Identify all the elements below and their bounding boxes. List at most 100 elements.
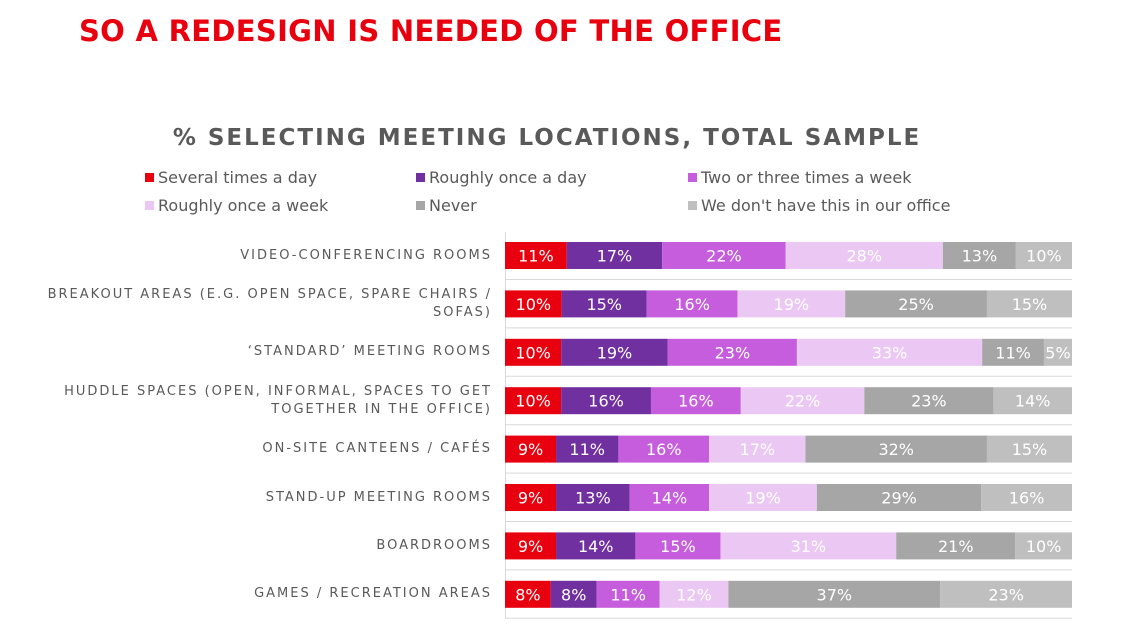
- bar-segment: [993, 387, 1072, 415]
- data-label: 29%: [881, 489, 917, 508]
- data-label: 19%: [597, 343, 633, 362]
- bar-segment: [505, 580, 551, 608]
- bar-segment: [646, 290, 738, 318]
- legend-item: Roughly once a day: [416, 168, 587, 187]
- legend-label: Several times a day: [158, 168, 318, 187]
- bar-segment: [505, 387, 562, 415]
- bar-segment: [1043, 338, 1072, 366]
- legend-item: Several times a day: [145, 168, 317, 187]
- bar-segment: [816, 484, 982, 511]
- bar-segment: [720, 532, 897, 560]
- bar-segment: [1015, 242, 1072, 269]
- data-label: 10%: [1026, 247, 1062, 266]
- data-label: 9%: [518, 489, 543, 508]
- legend-item: Never: [416, 196, 477, 215]
- category-label: STAND-UP MEETING ROOMS: [265, 489, 492, 505]
- data-label: 12%: [676, 585, 712, 604]
- data-label: 9%: [518, 440, 543, 459]
- bar-segment: [864, 387, 994, 415]
- data-label: 11%: [610, 585, 646, 604]
- bar-segment: [505, 435, 557, 463]
- bar-segment: [981, 484, 1072, 511]
- data-label: 16%: [1009, 489, 1045, 508]
- bar-segment: [986, 290, 1072, 318]
- bar-segment: [709, 484, 817, 511]
- data-label: 32%: [878, 440, 914, 459]
- data-label: 19%: [774, 295, 810, 314]
- bar-segment: [629, 484, 710, 511]
- legend-label: Roughly once a week: [158, 196, 329, 215]
- bar-segment: [505, 338, 562, 366]
- data-label: 16%: [646, 440, 682, 459]
- bar-segment: [728, 580, 941, 608]
- data-label: 16%: [674, 295, 710, 314]
- data-label: 15%: [1012, 440, 1048, 459]
- bar-segment: [942, 242, 1016, 269]
- data-label: 19%: [745, 489, 781, 508]
- data-label: 22%: [706, 247, 742, 266]
- bar-segment: [650, 387, 741, 415]
- bar-segment: [505, 484, 557, 511]
- bar-segment: [785, 242, 943, 269]
- data-label: 25%: [898, 295, 934, 314]
- data-label: 8%: [561, 585, 586, 604]
- legend-item: We don't have this in our office: [688, 196, 950, 215]
- data-label: 17%: [597, 247, 633, 266]
- legend-label: Two or three times a week: [701, 168, 912, 187]
- bar-segment: [556, 532, 636, 560]
- bar-segment: [896, 532, 1016, 560]
- data-label: 17%: [740, 440, 776, 459]
- data-label: 14%: [652, 489, 688, 508]
- data-label: 15%: [586, 295, 622, 314]
- category-label: GAMES / RECREATION AREAS: [254, 586, 492, 602]
- data-label: 15%: [660, 537, 696, 556]
- data-label: 14%: [578, 537, 614, 556]
- data-label: 22%: [785, 392, 821, 411]
- chart-legend: Several times a day Roughly once a day Two…: [145, 168, 1045, 222]
- bar-segment: [659, 580, 729, 608]
- data-label: 15%: [1012, 295, 1048, 314]
- legend-swatch: [145, 173, 154, 182]
- bar-segment: [556, 484, 630, 511]
- bar-segment: [940, 580, 1072, 608]
- bar-segment: [667, 338, 797, 366]
- data-label: 10%: [516, 295, 552, 314]
- legend-swatch: [416, 201, 425, 210]
- legend-label: Never: [429, 196, 477, 215]
- bar-segment: [662, 242, 786, 269]
- category-label: ‘STANDARD’ MEETING ROOMS: [247, 344, 492, 360]
- slide-headline: SO A REDESIGN IS NEEDED OF THE OFFICE: [79, 14, 783, 48]
- bar-segment: [805, 435, 987, 463]
- legend-swatch: [688, 173, 697, 182]
- data-label: 10%: [515, 392, 551, 411]
- legend-label: Roughly once a day: [429, 168, 587, 187]
- data-label: 23%: [911, 392, 947, 411]
- bar-segment: [505, 242, 567, 269]
- bar-segment: [596, 580, 660, 608]
- category-label: ON-SITE CANTEENS / CAFÉS: [262, 441, 492, 457]
- legend-swatch: [416, 173, 425, 182]
- legend-item: Roughly once a week: [145, 196, 328, 215]
- bar-segment: [737, 290, 846, 318]
- data-label: 10%: [1026, 537, 1062, 556]
- legend-swatch: [145, 201, 154, 210]
- data-label: 23%: [715, 343, 751, 362]
- category-label: BOARDROOMS: [376, 537, 492, 553]
- bar-segment: [709, 435, 806, 463]
- data-label: 33%: [872, 343, 908, 362]
- bar-segment: [982, 338, 1044, 366]
- bar-segment: [561, 338, 668, 366]
- bar-segment: [1015, 532, 1072, 560]
- chart-title: % SELECTING MEETING LOCATIONS, TOTAL SAM…: [172, 125, 922, 151]
- bar-segment: [740, 387, 865, 415]
- data-label: 28%: [847, 247, 883, 266]
- bar-segment: [845, 290, 987, 318]
- bar-segment: [635, 532, 721, 560]
- data-label: 31%: [791, 537, 827, 556]
- bar-segment: [796, 338, 983, 366]
- bar-segment: [986, 435, 1072, 463]
- bar-segment: [566, 242, 663, 269]
- data-label: 9%: [518, 537, 543, 556]
- data-label: 11%: [995, 343, 1031, 362]
- bar-segment: [561, 387, 651, 415]
